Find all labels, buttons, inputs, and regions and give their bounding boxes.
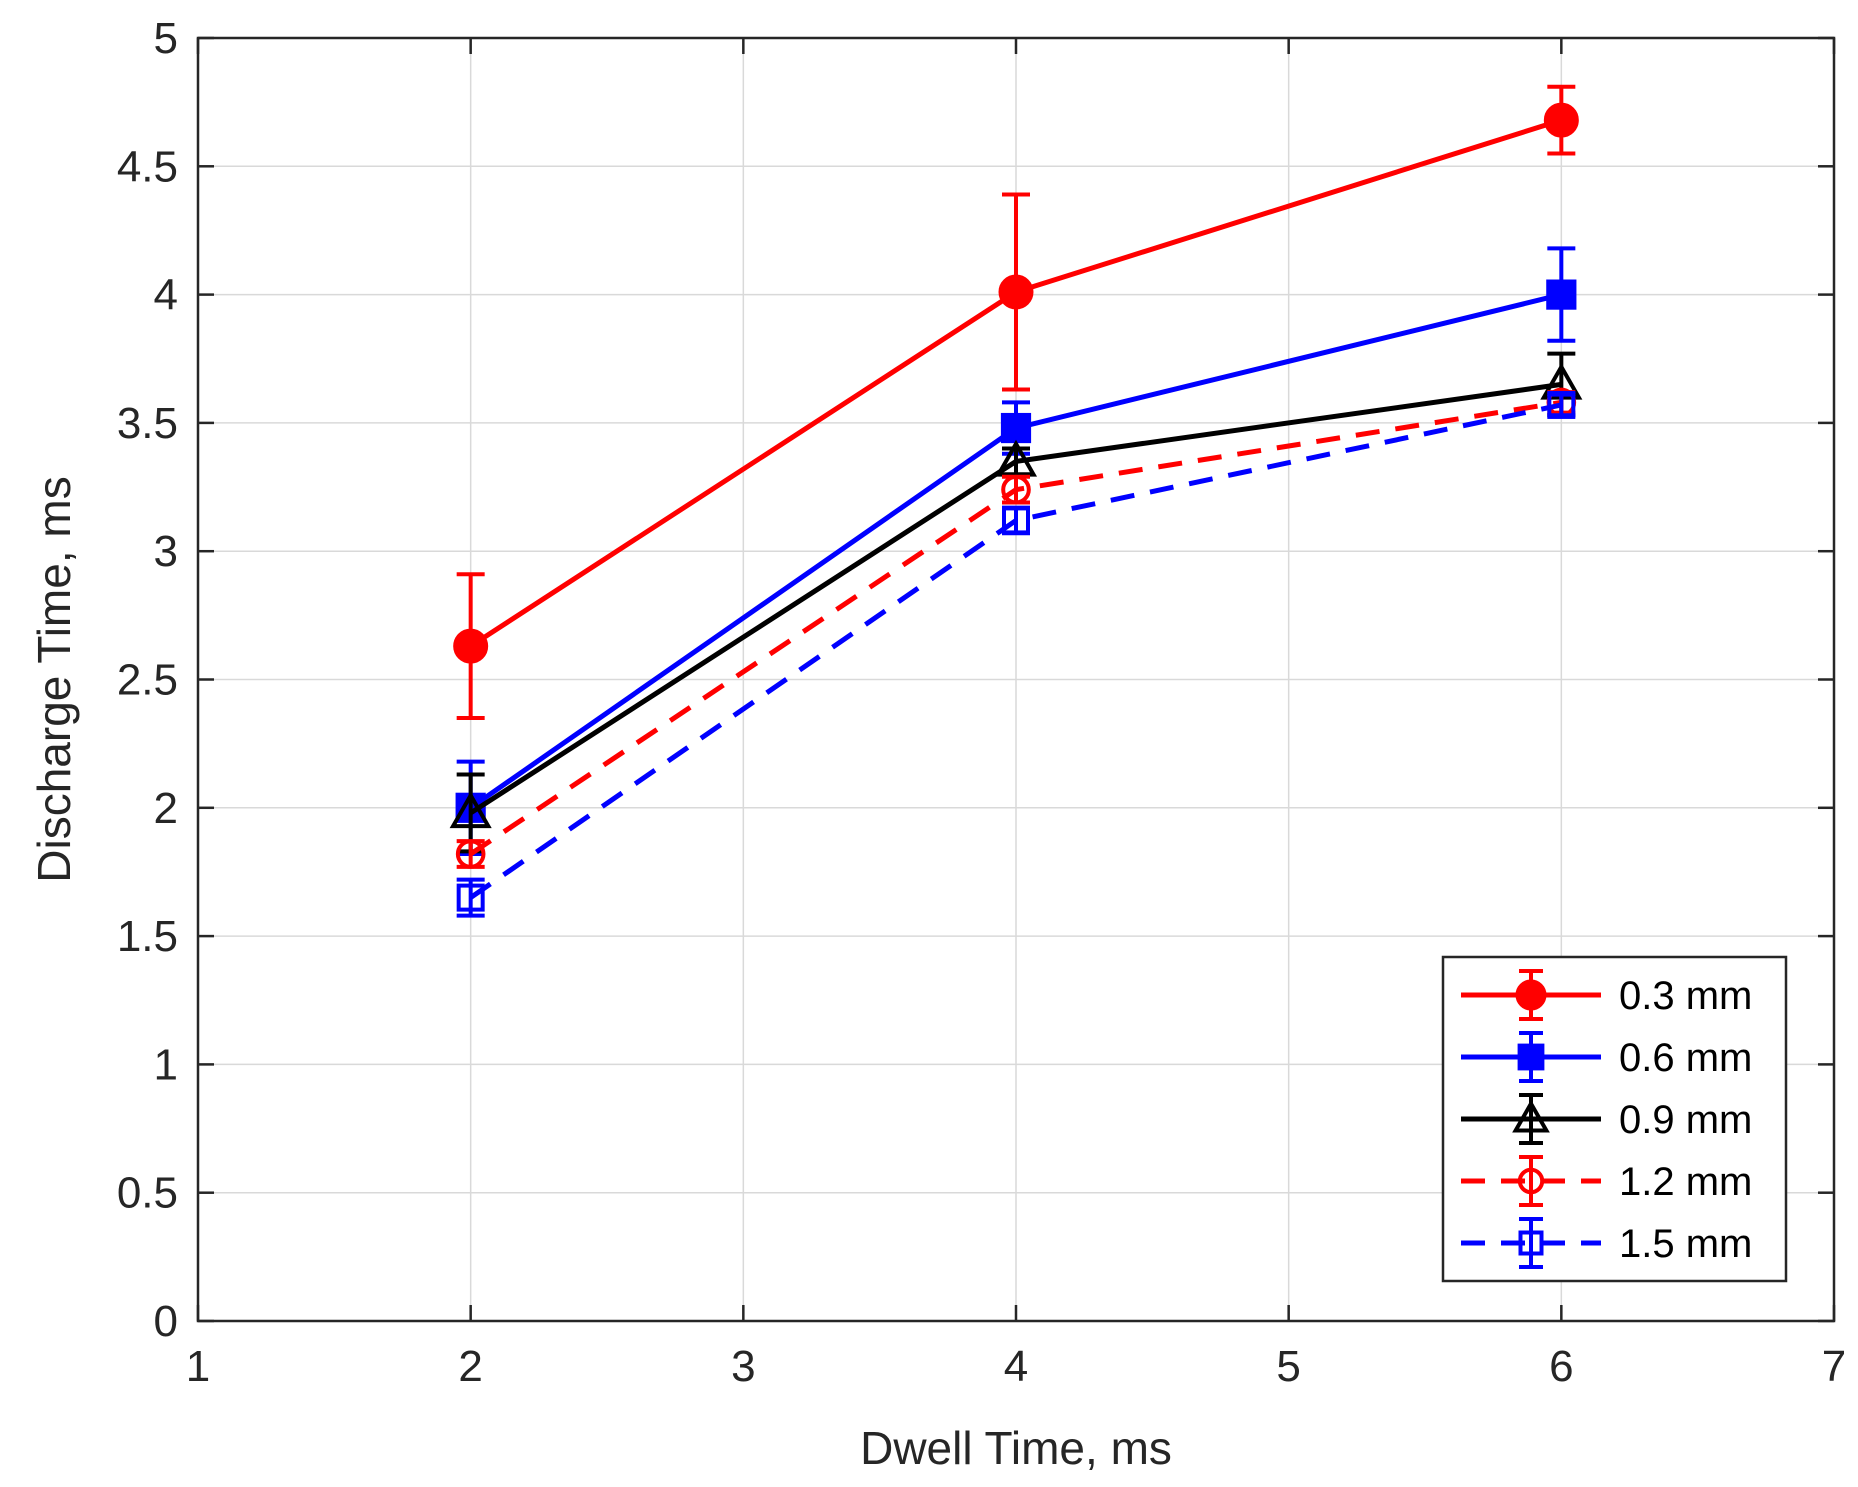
data-point-marker [1002, 506, 1030, 535]
y-tick-label: 5 [154, 14, 178, 63]
series-layer [449, 84, 1583, 918]
x-tick-label: 4 [1004, 1342, 1028, 1391]
legend-entry: 0.6 mm [1461, 1031, 1752, 1083]
series-0-9-mm [449, 351, 1583, 854]
y-tick-label: 1.5 [117, 912, 178, 961]
y-tick-labels: 0 0.5 1 1.5 2 2.5 3 3.5 4 4.5 5 [117, 14, 178, 1346]
y-tick-label: 4.5 [117, 142, 178, 191]
y-tick-label: 3 [154, 527, 178, 576]
legend-label: 0.3 mm [1619, 974, 1752, 1018]
legend-label: 0.9 mm [1619, 1098, 1752, 1142]
data-point-marker [1001, 474, 1031, 505]
data-point-marker [998, 274, 1034, 310]
x-tick-labels: 1 2 3 4 5 6 7 [186, 1342, 1846, 1391]
y-tick-label: 3.5 [117, 399, 178, 448]
x-tick-label: 2 [458, 1342, 482, 1391]
legend-entry: 1.2 mm [1461, 1155, 1752, 1207]
x-tick-label: 1 [186, 1342, 210, 1391]
data-point-marker [1000, 412, 1032, 444]
data-point-marker [449, 791, 492, 829]
x-tick-label: 5 [1276, 1342, 1300, 1391]
x-axis-label: Dwell Time, ms [860, 1422, 1172, 1474]
data-point-marker [1515, 979, 1547, 1011]
legend-entry: 0.3 mm [1461, 969, 1752, 1021]
series-1-5-mm [456, 390, 1576, 918]
x-tick-label: 6 [1549, 1342, 1573, 1391]
legend-label: 1.2 mm [1619, 1160, 1752, 1204]
legend-label: 1.5 mm [1619, 1222, 1752, 1266]
y-tick-label: 2.5 [117, 656, 178, 705]
data-point-marker [453, 628, 489, 664]
legend-label: 0.6 mm [1619, 1036, 1752, 1080]
data-point-marker [1543, 102, 1579, 138]
legend-entry: 0.9 mm [1461, 1093, 1752, 1145]
data-point-marker [1517, 1167, 1545, 1195]
tick-marks [196, 36, 1836, 1323]
x-tick-label: 7 [1822, 1342, 1846, 1391]
y-tick-label: 2 [154, 784, 178, 833]
data-point-marker [1512, 1099, 1550, 1133]
series-0-3-mm [453, 84, 1579, 720]
y-tick-label: 0 [154, 1297, 178, 1346]
data-point-marker [994, 439, 1038, 477]
legend: 0.3 mm 0.6 mm 0.9 mm 1.2 mm 1.5 mm [1441, 955, 1788, 1283]
y-axis-label: Discharge Time, ms [28, 476, 80, 882]
data-point-marker [456, 883, 485, 912]
data-point-marker [1547, 390, 1576, 419]
data-point-marker [1518, 1230, 1544, 1256]
y-tick-label: 0.5 [117, 1169, 178, 1218]
legend-entry: 1.5 mm [1461, 1217, 1752, 1269]
y-tick-label: 4 [154, 271, 178, 320]
data-point-marker [1546, 279, 1577, 310]
data-point-marker [455, 839, 486, 869]
x-tick-label: 3 [731, 1342, 755, 1391]
data-point-marker [1517, 1043, 1545, 1071]
y-tick-label: 1 [154, 1040, 178, 1089]
